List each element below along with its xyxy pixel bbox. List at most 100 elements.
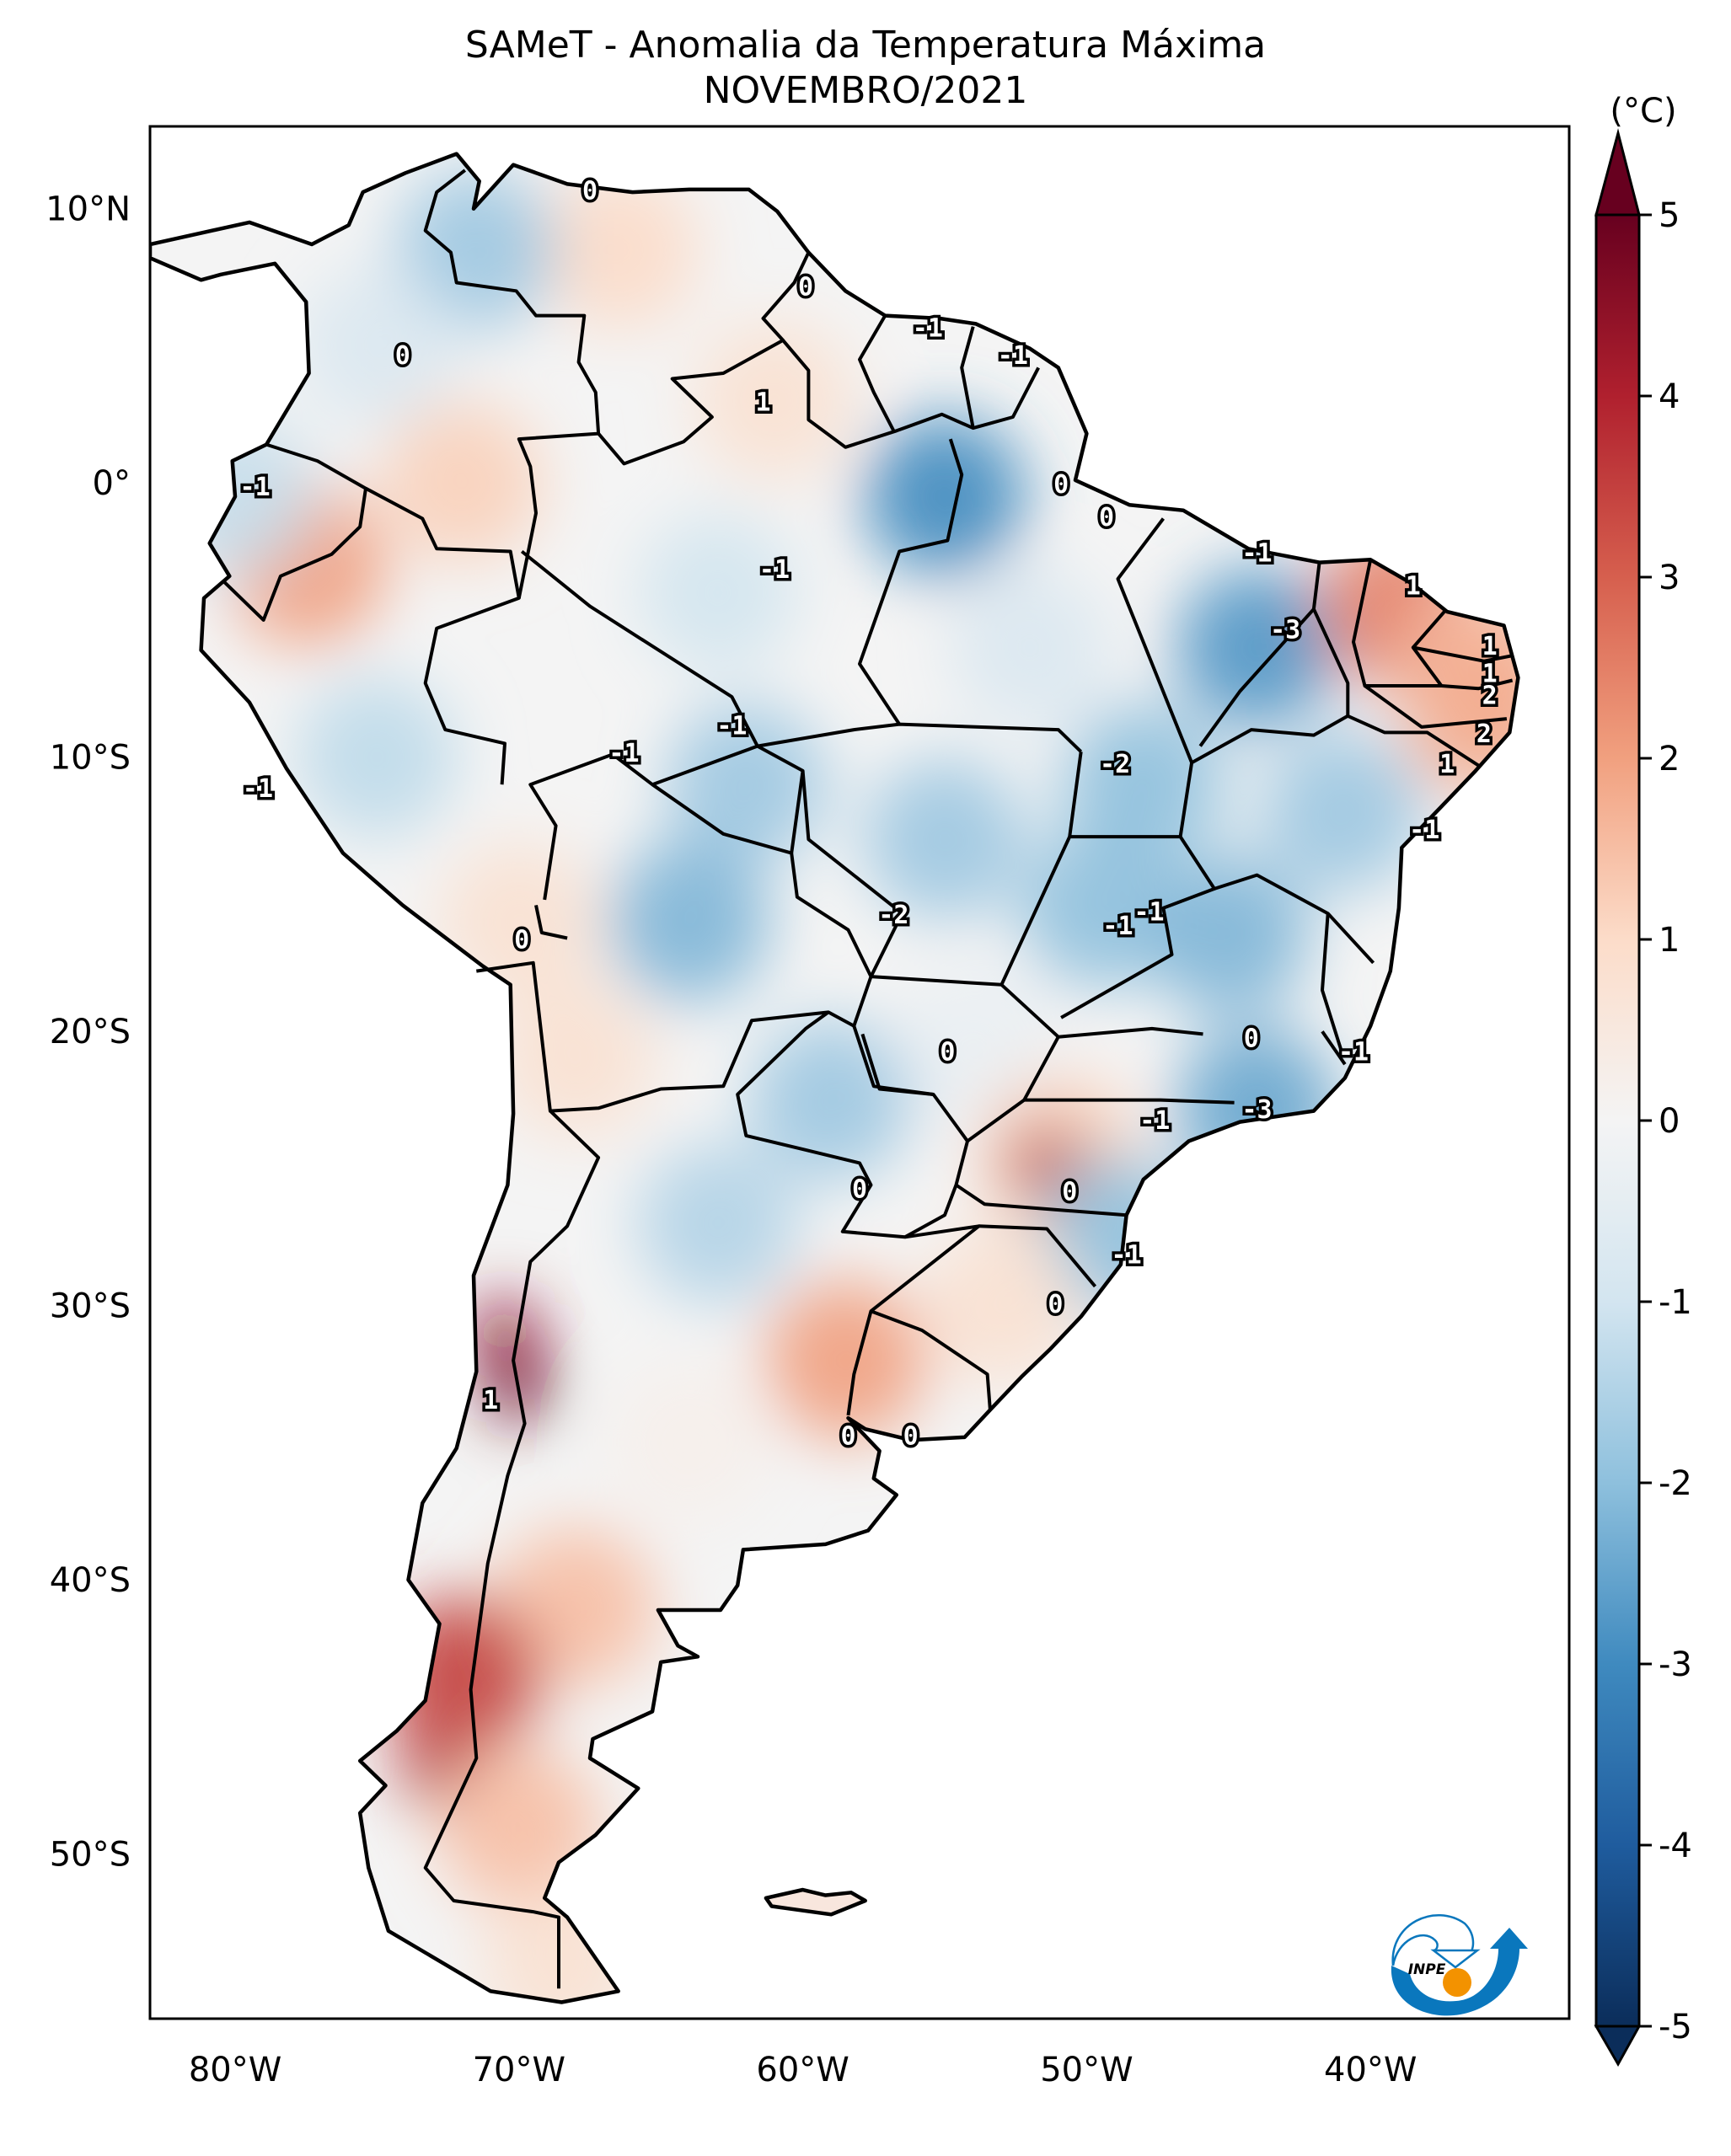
- logo-arrow-down-icon: [1430, 1949, 1481, 1969]
- logo-sun-icon: [1443, 1968, 1471, 1997]
- contour-label: 0: [1048, 1290, 1063, 1319]
- colorbar-body: [1594, 213, 1641, 2028]
- border-line: [534, 904, 568, 940]
- contour-label: -1: [1102, 912, 1133, 941]
- contour-label: 2: [1482, 682, 1498, 711]
- contour-label: 1: [1482, 660, 1498, 689]
- anomaly-region: [538, 169, 699, 330]
- contour-label: -1: [716, 711, 747, 741]
- contour-label: -1: [759, 555, 790, 585]
- border-line: [651, 744, 805, 853]
- contour-label: 1: [1406, 571, 1421, 601]
- contour-label: -2: [1100, 750, 1130, 779]
- contour-label: -1: [1338, 1038, 1369, 1067]
- coastline: [150, 152, 1520, 2004]
- anomaly-region: [382, 403, 543, 564]
- contour-label: 1: [755, 388, 770, 417]
- contour-label: -1: [1139, 1106, 1170, 1136]
- contour-label: 0: [1244, 1024, 1259, 1053]
- colorbar-unit-label: (°C): [1610, 92, 1676, 131]
- contour-label: 0: [395, 341, 410, 371]
- logo-orbit-outer-icon: [1391, 1914, 1475, 1966]
- contour-label: -1: [913, 313, 943, 343]
- border-line: [520, 549, 759, 747]
- logo-swoosh-icon: [1391, 1928, 1528, 2016]
- border-line: [801, 770, 904, 977]
- contour-label: 1: [1482, 632, 1498, 661]
- anomaly-region: [297, 265, 458, 426]
- border-line: [1412, 645, 1513, 663]
- border-line: [1321, 913, 1344, 1054]
- contour-label: -1: [608, 739, 639, 768]
- map-frame-border: [148, 125, 1571, 2020]
- colorbar-tick-label: -4: [1659, 1827, 1692, 1865]
- latitude-tick-label: 40°S: [50, 1561, 131, 1600]
- anomaly-region: [1021, 827, 1182, 988]
- chart-subtitle: NOVEMBRO/2021: [703, 69, 1028, 112]
- latitude-tick-label: 10°S: [50, 739, 131, 778]
- anomaly-region: [666, 704, 827, 865]
- border-line: [858, 438, 964, 725]
- contour-label: 0: [514, 925, 529, 955]
- longitude-tick-label: 50°W: [1040, 2051, 1133, 2089]
- contour-label: 0: [940, 1038, 955, 1067]
- colorbar-tick-label: -2: [1659, 1464, 1692, 1503]
- contour-label: -3: [1270, 615, 1300, 645]
- anomaly-region: [865, 759, 1026, 920]
- logo-orbit-inner-icon: [1391, 1934, 1439, 1966]
- anomaly-region: [694, 320, 855, 481]
- country-state-borders: [222, 169, 1514, 1989]
- contour-label: 0: [903, 1421, 919, 1451]
- border-line: [1060, 835, 1216, 1019]
- border-line: [1321, 1030, 1347, 1066]
- contour-label: -2: [878, 901, 908, 930]
- contour-label: -1: [240, 473, 271, 502]
- contour-label: 0: [798, 273, 813, 302]
- anomaly-region: [921, 1225, 1082, 1386]
- border-line: [960, 326, 975, 429]
- latitude-tick-label: 20°S: [50, 1013, 131, 1051]
- border-line: [858, 314, 896, 432]
- longitude-tick-label: 80°W: [189, 2051, 281, 2089]
- longitude-tick-label: 60°W: [756, 2051, 849, 2089]
- inpe-logo: INPE: [1391, 1914, 1528, 2016]
- colorbar-tick-label: 5: [1659, 196, 1680, 235]
- contour-label: -3: [1241, 1095, 1272, 1125]
- falkland-islands: [764, 1887, 867, 1917]
- latitude-tick-label: 50°S: [50, 1836, 131, 1875]
- contour-label: 1: [483, 1386, 498, 1415]
- colorbar-tick-label: -1: [1659, 1283, 1692, 1322]
- border-line: [423, 1110, 601, 1989]
- colorbar-extend-max: [1594, 128, 1641, 217]
- longitude-tick-label: 40°W: [1324, 2051, 1417, 2089]
- anomaly-region: [1176, 567, 1337, 728]
- border-line: [870, 1309, 992, 1410]
- border-line: [1441, 678, 1514, 691]
- border-line: [1214, 873, 1375, 965]
- longitude-tick-label: 70°W: [473, 2051, 565, 2089]
- colorbar-tick-label: 2: [1659, 740, 1680, 778]
- border-line: [1116, 517, 1194, 837]
- anomaly-region: [1148, 855, 1309, 1016]
- anomaly-region: [637, 1143, 798, 1304]
- contour-label: 2: [1476, 720, 1492, 749]
- contour-label: -1: [1241, 538, 1272, 568]
- anomaly-region: [637, 512, 798, 673]
- colorbar-tick-label: 3: [1659, 559, 1680, 597]
- contour-label: 0: [1099, 503, 1114, 532]
- border-line: [423, 169, 601, 599]
- colorbar-tick-label: 1: [1659, 921, 1680, 960]
- anomaly-region: [1010, 1129, 1078, 1197]
- contour-label: 0: [852, 1174, 867, 1204]
- contour-label: 0: [1053, 470, 1069, 500]
- border-line: [1198, 607, 1316, 747]
- border-line: [781, 339, 1040, 449]
- border-line: [597, 251, 811, 466]
- contour-label: -1: [243, 774, 273, 804]
- anomaly-region: [765, 1280, 926, 1441]
- border-line: [966, 1098, 1235, 1143]
- contour-label: -1: [998, 341, 1028, 371]
- border-line: [1352, 559, 1446, 687]
- latitude-tick-label: 0°: [93, 464, 131, 503]
- border-line: [365, 486, 521, 785]
